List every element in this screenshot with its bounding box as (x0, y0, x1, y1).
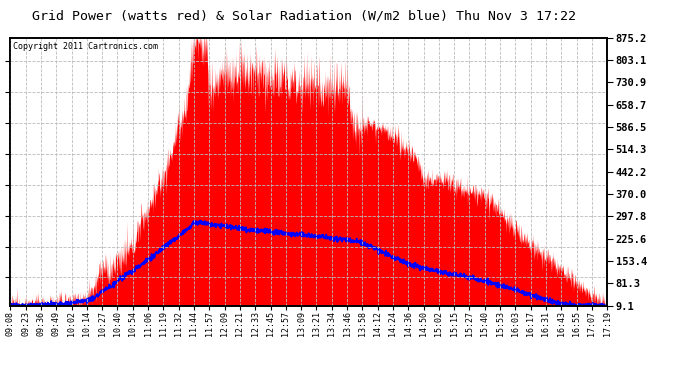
Text: Copyright 2011 Cartronics.com: Copyright 2011 Cartronics.com (13, 42, 158, 51)
Text: Grid Power (watts red) & Solar Radiation (W/m2 blue) Thu Nov 3 17:22: Grid Power (watts red) & Solar Radiation… (32, 9, 575, 22)
